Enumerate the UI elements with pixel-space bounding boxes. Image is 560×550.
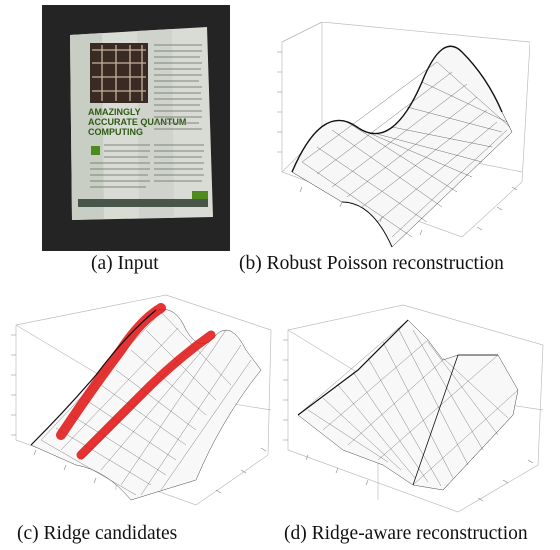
ridge-aware-surface-panel xyxy=(283,300,545,515)
poisson-surface-plot xyxy=(277,21,531,248)
ridge-candidates-plot xyxy=(11,294,272,506)
ridge-candidates-panel xyxy=(6,290,276,515)
svg-text:COMPUTING: COMPUTING xyxy=(88,127,143,137)
poisson-surface-panel xyxy=(262,21,531,252)
svg-text:AMAZINGLY: AMAZINGLY xyxy=(88,107,141,117)
caption-c: (c) Ridge candidates xyxy=(17,523,178,544)
ridge-aware-surface-plot xyxy=(283,304,544,513)
caption-b: (b) Robust Poisson reconstruction xyxy=(239,253,504,274)
input-photo: AMAZINGLY ACCURATE QUANTUM COMPUTING xyxy=(42,5,230,251)
svg-text:ACCURATE QUANTUM: ACCURATE QUANTUM xyxy=(88,117,186,127)
caption-d: (d) Ridge-aware reconstruction xyxy=(284,523,528,544)
input-photo-panel: AMAZINGLY ACCURATE QUANTUM COMPUTING xyxy=(42,5,230,251)
caption-a: (a) Input xyxy=(91,253,159,274)
